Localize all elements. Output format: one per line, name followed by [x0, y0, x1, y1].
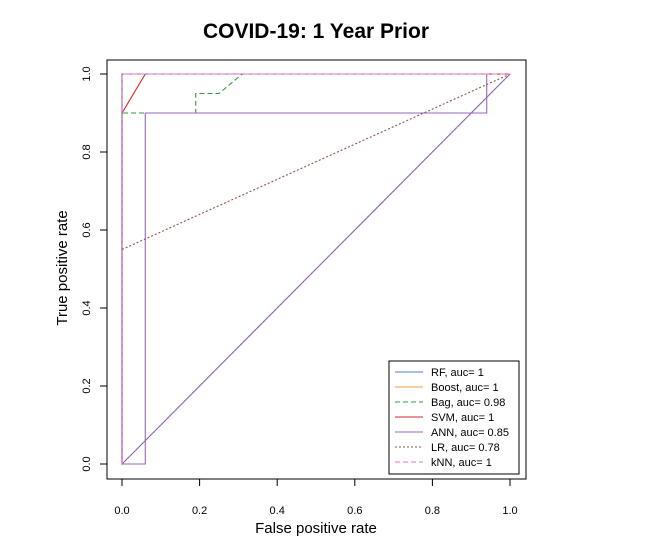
y-tick-label: 1.0 — [81, 66, 93, 81]
x-tick-label: 0.2 — [192, 505, 207, 517]
legend-entry-2: Bag, auc= 0.98 — [431, 397, 505, 409]
legend-entry-0: RF, auc= 1 — [431, 367, 484, 379]
x-tick-label: 0.4 — [270, 505, 285, 517]
x-tick-label: 0.6 — [347, 505, 362, 517]
y-tick-label: 0.6 — [81, 222, 93, 237]
y-axis-label: True positive rate — [54, 210, 71, 325]
series-line-6 — [121, 73, 510, 464]
legend-entry-5: LR, auc= 0.78 — [431, 442, 500, 454]
y-tick-label: 0.8 — [81, 144, 93, 159]
x-axis: 0.0 0.2 0.4 0.6 0.8 1.0 — [114, 478, 518, 517]
y-axis: 0.0 0.2 0.4 0.6 0.8 1.0 — [81, 66, 108, 472]
x-tick-label: 0.8 — [425, 505, 440, 517]
legend-entry-4: ANN, auc= 0.85 — [431, 427, 509, 439]
legend: RF, auc= 1 Boost, auc= 1 Bag, auc= 0.98 SVM… — [388, 360, 520, 475]
y-tick-label: 0.0 — [81, 456, 93, 471]
y-tick-label: 0.4 — [81, 300, 93, 315]
legend-entry-1: Boost, auc= 1 — [431, 382, 499, 394]
x-tick-label: 0.0 — [114, 505, 129, 517]
y-tick-label: 0.2 — [81, 378, 93, 393]
x-axis-label: False positive rate — [255, 520, 377, 537]
series-lines — [121, 73, 511, 466]
chart-title: COVID-19: 1 Year Prior — [203, 20, 429, 43]
series-line-2 — [121, 73, 510, 464]
legend-entry-3: SVM, auc= 1 — [431, 412, 494, 424]
series-line-5 — [121, 73, 511, 251]
legend-entry-6: kNN, auc= 1 — [431, 457, 492, 469]
x-tick-label: 1.0 — [502, 505, 517, 517]
